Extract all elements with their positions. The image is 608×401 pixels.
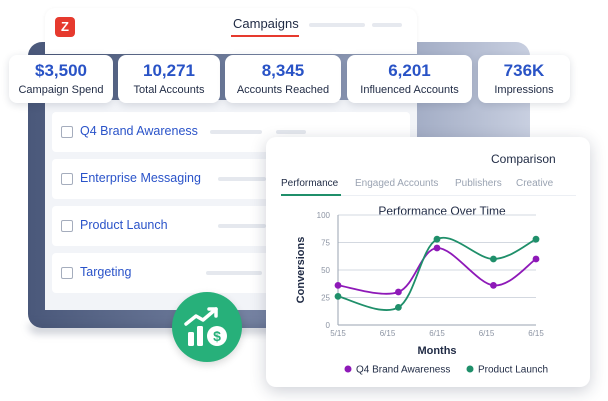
stat-value: 736K	[503, 61, 545, 80]
campaign-name[interactable]: Enterprise Messaging	[80, 171, 201, 185]
stat-value: 8,345	[261, 61, 305, 80]
comparison-card: Comparison Performance Engaged Accounts …	[266, 137, 590, 387]
stat-label: Total Accounts	[133, 84, 205, 96]
stat-card-campaign-spend: $3,500 Campaign Spend	[9, 55, 113, 103]
x-tick-label: 6/15	[479, 329, 495, 338]
campaign-name[interactable]: Q4 Brand Awareness	[80, 124, 198, 138]
growth-badge: $	[172, 292, 242, 362]
campaign-checkbox[interactable]	[61, 267, 73, 279]
data-point	[394, 288, 402, 296]
legend-marker	[466, 365, 474, 373]
y-tick-label: 0	[326, 321, 331, 330]
performance-chart: Performance Over Time 0 25 50 75 100 5/15 6/15 6…	[295, 204, 548, 376]
comparison-title: Comparison	[491, 152, 556, 166]
tab-publishers[interactable]: Publishers	[455, 178, 502, 189]
chart-title: Performance Over Time	[378, 204, 506, 218]
app-header: Z Campaigns	[45, 8, 417, 54]
x-tick-label: 5/15	[330, 329, 346, 338]
stat-label: Campaign Spend	[18, 84, 104, 96]
campaign-checkbox[interactable]	[61, 126, 73, 138]
tab-divider	[281, 195, 576, 196]
stat-label: Impressions	[494, 84, 554, 96]
x-tick-label: 6/15	[380, 329, 396, 338]
stat-card-influenced-accounts: 6,201 Influenced Accounts	[347, 55, 472, 103]
active-tab-indicator	[281, 194, 341, 196]
active-tab-indicator	[231, 35, 299, 37]
data-point	[532, 235, 540, 243]
tab-performance[interactable]: Performance	[281, 178, 339, 189]
data-point	[433, 244, 441, 252]
placeholder-bar	[218, 177, 266, 181]
data-point	[334, 293, 342, 300]
placeholder-bar	[206, 271, 262, 275]
y-tick-label: 50	[321, 266, 330, 275]
data-point	[532, 255, 540, 263]
legend-label: Product Launch	[478, 365, 548, 376]
data-point	[490, 282, 497, 289]
stat-card-accounts-reached: 8,345 Accounts Reached	[225, 55, 341, 103]
stat-value: 10,271	[143, 61, 195, 80]
data-point	[334, 282, 342, 289]
placeholder-bar	[276, 130, 306, 134]
tab-engaged-accounts[interactable]: Engaged Accounts	[355, 178, 439, 189]
x-tick-label: 6/15	[528, 329, 544, 338]
series-line	[337, 247, 537, 295]
campaign-checkbox[interactable]	[61, 220, 73, 232]
growth-dollar-icon: $	[184, 307, 227, 346]
y-axis-label: Conversions	[295, 237, 307, 304]
data-point	[490, 255, 497, 263]
svg-text:$: $	[213, 328, 221, 344]
placeholder-bar	[218, 224, 266, 228]
campaign-checkbox[interactable]	[61, 173, 73, 185]
campaign-name[interactable]: Product Launch	[80, 218, 168, 232]
stat-label: Influenced Accounts	[360, 84, 459, 96]
stat-card-impressions: 736K Impressions	[478, 55, 570, 103]
stat-card-total-accounts: 10,271 Total Accounts	[118, 55, 220, 103]
app-logo: Z	[55, 17, 75, 37]
legend-label: Q4 Brand Awareness	[356, 365, 450, 376]
placeholder-bar	[372, 23, 402, 27]
legend-marker	[344, 365, 352, 373]
x-axis-label: Months	[417, 345, 456, 357]
tab-campaigns[interactable]: Campaigns	[233, 16, 299, 31]
campaign-name[interactable]: Targeting	[80, 265, 132, 279]
x-tick-label: 6/15	[429, 329, 445, 338]
data-point	[394, 304, 402, 311]
y-tick-label: 100	[317, 211, 331, 220]
stat-label: Accounts Reached	[236, 84, 330, 96]
stat-value: $3,500	[35, 61, 87, 80]
placeholder-bar	[309, 23, 365, 27]
placeholder-bar	[210, 130, 262, 134]
y-tick-label: 25	[321, 294, 330, 303]
y-tick-label: 75	[321, 239, 330, 248]
tab-creative[interactable]: Creative	[516, 178, 554, 189]
stat-value: 6,201	[388, 61, 431, 80]
data-point	[433, 235, 441, 243]
